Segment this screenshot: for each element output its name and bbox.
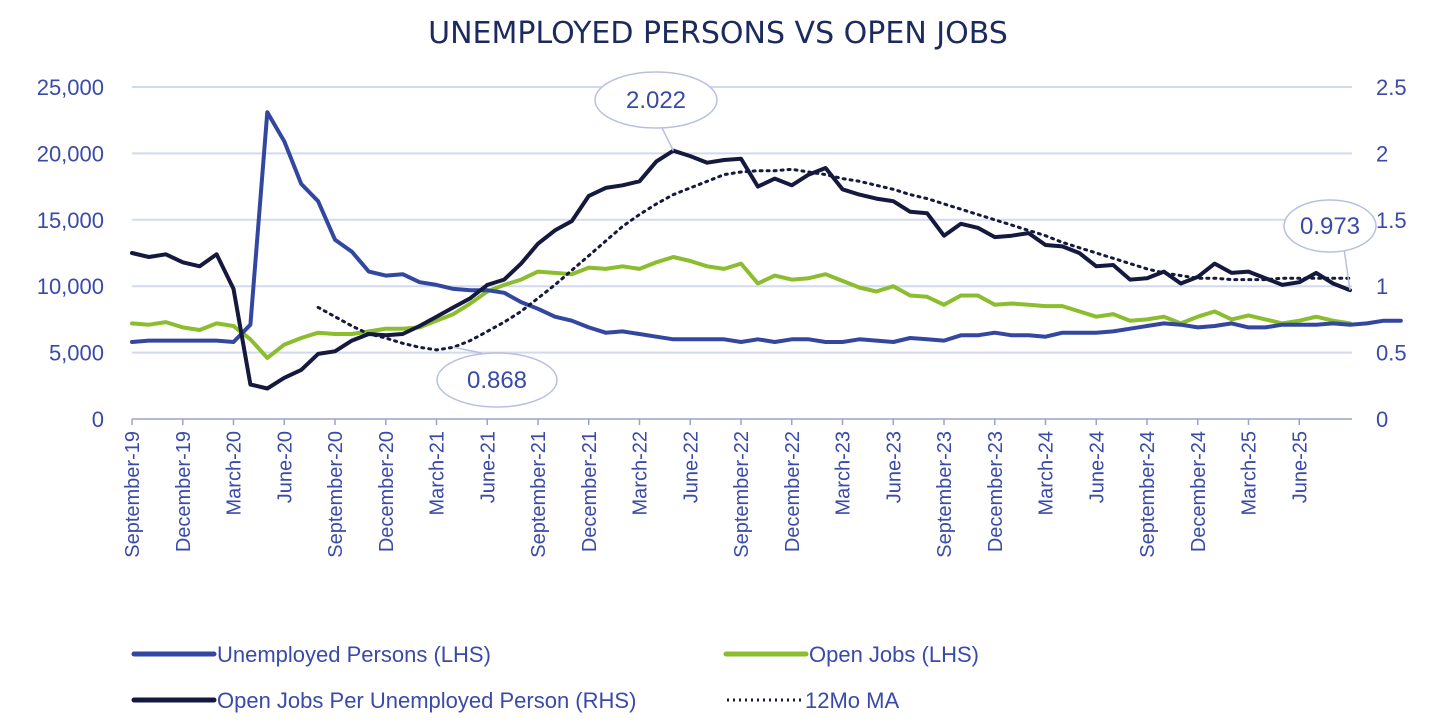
x-tick-label: March-24 — [1036, 431, 1058, 515]
legend-label: Open Jobs (LHS) — [809, 642, 979, 667]
chart-title: UNEMPLOYED PERSONS VS OPEN JOBS — [428, 16, 1008, 51]
annotations: 2.022 0.868 0.973 — [436, 71, 1377, 408]
right-tick-label: 1.5 — [1376, 208, 1407, 233]
legend-item: 12Mo MA — [727, 688, 899, 713]
annotation-callout: 0.868 — [436, 346, 558, 408]
right-tick-label: 0.5 — [1376, 341, 1407, 366]
x-tick-label: September-19 — [122, 431, 144, 558]
right-tick-label: 0 — [1376, 407, 1388, 432]
left-tick-label: 15,000 — [37, 208, 104, 233]
x-tick-label: March-25 — [1239, 431, 1261, 515]
x-tick-label: December-22 — [782, 431, 804, 552]
x-tick-label: December-19 — [173, 431, 195, 552]
annotation-callout: 2.022 — [594, 71, 718, 152]
left-tick-label: 0 — [92, 407, 104, 432]
annotation-bubble — [436, 352, 558, 408]
x-tick-label: September-20 — [325, 431, 347, 558]
left-tick-label: 10,000 — [37, 274, 104, 299]
annotation-label: 0.973 — [1300, 213, 1360, 240]
x-tick-label: September-23 — [934, 431, 956, 558]
annotation-pointer — [661, 127, 675, 152]
series-line-0 — [130, 110, 1403, 344]
gridlines — [132, 86, 1352, 420]
x-tick-label: June-22 — [680, 431, 702, 503]
right-tick-label: 1 — [1376, 274, 1388, 299]
legend-label: Unemployed Persons (LHS) — [217, 642, 491, 667]
annotation-pointer — [453, 346, 482, 354]
x-tick-label: December-23 — [985, 431, 1007, 552]
x-axis: September-19 December-19 March-20 June-20 Se… — [122, 419, 1311, 558]
x-tick-label: December-20 — [376, 431, 398, 552]
x-tick-label: June-21 — [477, 431, 499, 503]
series-lines — [130, 110, 1403, 391]
right-tick-label: 2 — [1376, 141, 1388, 166]
left-axis-ticks: 0 5,000 10,000 15,000 20,000 25,000 — [37, 75, 104, 432]
annotation-bubble — [1283, 199, 1377, 253]
x-tick-label: September-24 — [1137, 431, 1159, 558]
right-tick-label: 2.5 — [1376, 75, 1407, 100]
x-tick-label: December-24 — [1188, 431, 1210, 552]
x-tick-label: March-23 — [833, 431, 855, 515]
x-tick-label: March-22 — [630, 431, 652, 515]
legend-item: Open Jobs Per Unemployed Person (RHS) — [131, 688, 636, 713]
series-line-1 — [130, 255, 1352, 360]
legend-item: Open Jobs (LHS) — [723, 642, 979, 667]
series-line-2 — [130, 148, 1352, 391]
x-tick-label: March-21 — [427, 431, 449, 515]
x-tick-label: June-25 — [1289, 431, 1311, 503]
x-tick-label: December-21 — [579, 431, 601, 552]
legend-label: 12Mo MA — [805, 688, 899, 713]
right-axis-ticks: 0 0.5 1 1.5 2 2.5 — [1376, 75, 1407, 432]
left-tick-label: 5,000 — [49, 341, 104, 366]
x-tick-label: June-23 — [883, 431, 905, 503]
series-line-3 — [316, 167, 1352, 352]
left-tick-label: 25,000 — [37, 75, 104, 100]
legend-item: Unemployed Persons (LHS) — [131, 642, 491, 667]
x-tick-label: June-20 — [274, 431, 296, 503]
legend: Unemployed Persons (LHS) Open Jobs (LHS) O… — [131, 642, 979, 713]
x-tick-label: September-21 — [528, 431, 550, 558]
x-tick-label: March-20 — [224, 431, 246, 515]
annotation-label: 2.022 — [626, 87, 686, 114]
x-tick-label: September-22 — [731, 431, 753, 558]
annotation-callout: 0.973 — [1283, 199, 1377, 291]
x-tick-label: June-24 — [1086, 431, 1108, 503]
annotation-label: 0.868 — [467, 367, 527, 394]
annotation-bubble — [594, 71, 718, 129]
legend-label: Open Jobs Per Unemployed Person (RHS) — [217, 688, 636, 713]
left-tick-label: 20,000 — [37, 141, 104, 166]
